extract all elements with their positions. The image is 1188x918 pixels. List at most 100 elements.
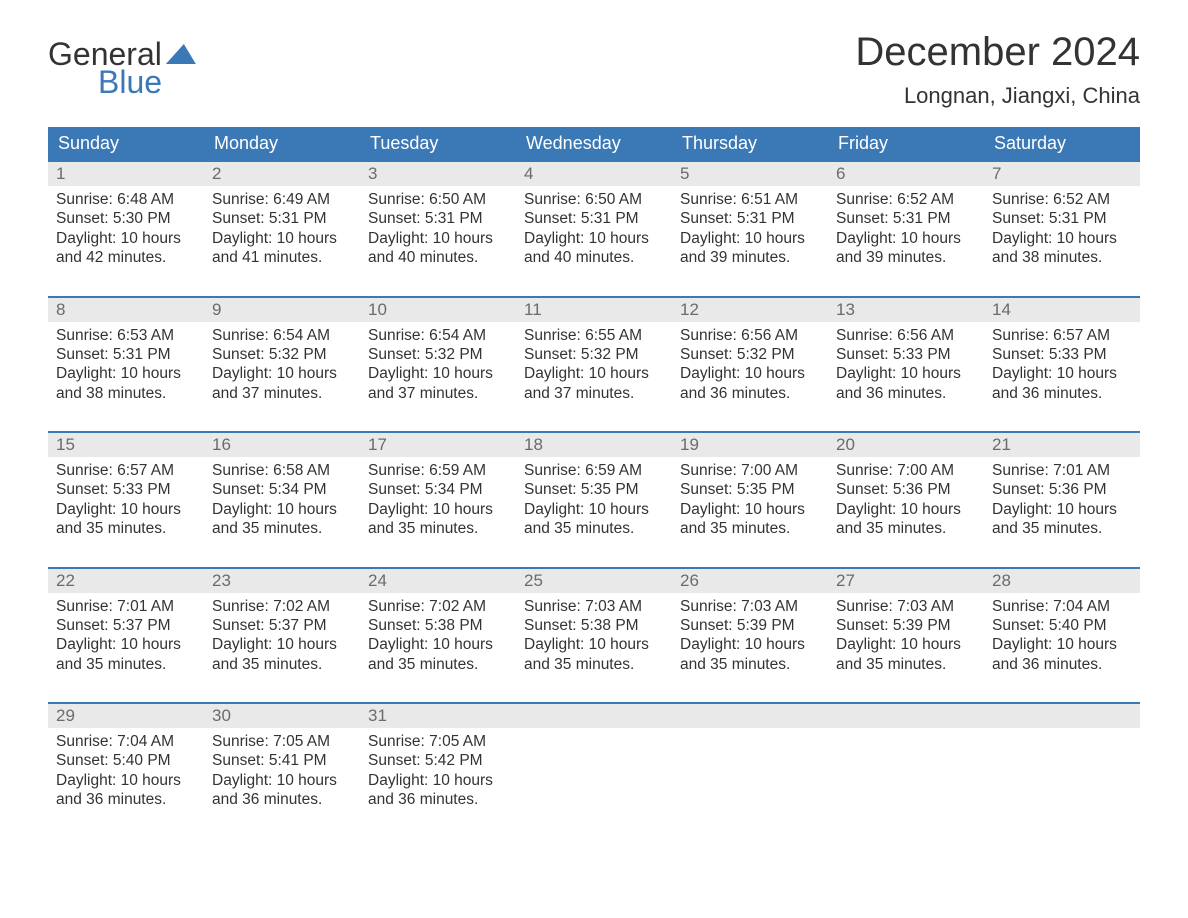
day-cell: 28Sunrise: 7:04 AMSunset: 5:40 PMDayligh… (984, 569, 1140, 681)
day-number (828, 704, 984, 728)
day-sunset: Sunset: 5:32 PM (368, 345, 508, 364)
week-row: 8Sunrise: 6:53 AMSunset: 5:31 PMDaylight… (48, 296, 1140, 410)
day-number: 7 (984, 162, 1140, 186)
flag-icon (166, 44, 196, 64)
day-number: 15 (48, 433, 204, 457)
day-sunset: Sunset: 5:42 PM (368, 751, 508, 770)
day-day2: and 36 minutes. (212, 790, 352, 809)
day-cell: 4Sunrise: 6:50 AMSunset: 5:31 PMDaylight… (516, 162, 672, 274)
day-sunrise: Sunrise: 7:03 AM (836, 597, 976, 616)
location-label: Longnan, Jiangxi, China (855, 83, 1140, 109)
day-sunset: Sunset: 5:31 PM (992, 209, 1132, 228)
day-body: Sunrise: 6:51 AMSunset: 5:31 PMDaylight:… (672, 186, 828, 274)
day-sunrise: Sunrise: 7:00 AM (680, 461, 820, 480)
day-day1: Daylight: 10 hours (992, 364, 1132, 383)
day-body: Sunrise: 6:59 AMSunset: 5:34 PMDaylight:… (360, 457, 516, 545)
day-number: 18 (516, 433, 672, 457)
day-cell: 11Sunrise: 6:55 AMSunset: 5:32 PMDayligh… (516, 298, 672, 410)
day-body: Sunrise: 6:48 AMSunset: 5:30 PMDaylight:… (48, 186, 204, 274)
day-sunset: Sunset: 5:31 PM (56, 345, 196, 364)
day-day2: and 37 minutes. (368, 384, 508, 403)
day-number: 22 (48, 569, 204, 593)
day-sunrise: Sunrise: 7:04 AM (992, 597, 1132, 616)
day-day1: Daylight: 10 hours (56, 635, 196, 654)
day-cell: 14Sunrise: 6:57 AMSunset: 5:33 PMDayligh… (984, 298, 1140, 410)
day-sunset: Sunset: 5:37 PM (56, 616, 196, 635)
day-day2: and 36 minutes. (836, 384, 976, 403)
day-sunset: Sunset: 5:34 PM (212, 480, 352, 499)
day-cell: 30Sunrise: 7:05 AMSunset: 5:41 PMDayligh… (204, 704, 360, 816)
day-day1: Daylight: 10 hours (836, 500, 976, 519)
day-number: 28 (984, 569, 1140, 593)
day-day2: and 36 minutes. (56, 790, 196, 809)
day-sunrise: Sunrise: 7:04 AM (56, 732, 196, 751)
day-number: 17 (360, 433, 516, 457)
day-day1: Daylight: 10 hours (212, 500, 352, 519)
day-number: 9 (204, 298, 360, 322)
day-number: 8 (48, 298, 204, 322)
day-cell: 5Sunrise: 6:51 AMSunset: 5:31 PMDaylight… (672, 162, 828, 274)
day-day2: and 40 minutes. (524, 248, 664, 267)
day-sunset: Sunset: 5:31 PM (524, 209, 664, 228)
day-sunset: Sunset: 5:32 PM (680, 345, 820, 364)
day-sunset: Sunset: 5:30 PM (56, 209, 196, 228)
day-day2: and 36 minutes. (992, 655, 1132, 674)
day-day1: Daylight: 10 hours (680, 500, 820, 519)
day-number: 29 (48, 704, 204, 728)
day-number: 25 (516, 569, 672, 593)
day-body: Sunrise: 7:03 AMSunset: 5:39 PMDaylight:… (828, 593, 984, 681)
day-day1: Daylight: 10 hours (524, 500, 664, 519)
week-row: 15Sunrise: 6:57 AMSunset: 5:33 PMDayligh… (48, 431, 1140, 545)
day-cell (516, 704, 672, 816)
day-cell: 20Sunrise: 7:00 AMSunset: 5:36 PMDayligh… (828, 433, 984, 545)
day-cell: 16Sunrise: 6:58 AMSunset: 5:34 PMDayligh… (204, 433, 360, 545)
day-cell: 27Sunrise: 7:03 AMSunset: 5:39 PMDayligh… (828, 569, 984, 681)
day-number: 23 (204, 569, 360, 593)
day-number (984, 704, 1140, 728)
day-number: 27 (828, 569, 984, 593)
day-day2: and 37 minutes. (524, 384, 664, 403)
page-title: December 2024 (855, 30, 1140, 75)
brand-logo: General Blue (48, 30, 196, 98)
day-number: 3 (360, 162, 516, 186)
day-cell: 21Sunrise: 7:01 AMSunset: 5:36 PMDayligh… (984, 433, 1140, 545)
day-sunrise: Sunrise: 6:52 AM (836, 190, 976, 209)
day-day1: Daylight: 10 hours (836, 635, 976, 654)
day-sunrise: Sunrise: 6:54 AM (212, 326, 352, 345)
day-sunrise: Sunrise: 7:05 AM (212, 732, 352, 751)
day-day1: Daylight: 10 hours (836, 229, 976, 248)
day-day2: and 42 minutes. (56, 248, 196, 267)
day-sunrise: Sunrise: 7:02 AM (368, 597, 508, 616)
week-row: 29Sunrise: 7:04 AMSunset: 5:40 PMDayligh… (48, 702, 1140, 816)
day-sunrise: Sunrise: 6:57 AM (992, 326, 1132, 345)
day-sunrise: Sunrise: 7:03 AM (524, 597, 664, 616)
day-sunset: Sunset: 5:33 PM (56, 480, 196, 499)
day-day2: and 35 minutes. (212, 655, 352, 674)
day-sunset: Sunset: 5:39 PM (836, 616, 976, 635)
day-body: Sunrise: 6:53 AMSunset: 5:31 PMDaylight:… (48, 322, 204, 410)
day-sunrise: Sunrise: 6:55 AM (524, 326, 664, 345)
day-sunrise: Sunrise: 6:56 AM (680, 326, 820, 345)
day-day1: Daylight: 10 hours (524, 635, 664, 654)
day-sunrise: Sunrise: 6:53 AM (56, 326, 196, 345)
day-day1: Daylight: 10 hours (56, 229, 196, 248)
day-cell: 17Sunrise: 6:59 AMSunset: 5:34 PMDayligh… (360, 433, 516, 545)
day-day1: Daylight: 10 hours (836, 364, 976, 383)
day-cell: 8Sunrise: 6:53 AMSunset: 5:31 PMDaylight… (48, 298, 204, 410)
day-day2: and 35 minutes. (56, 655, 196, 674)
day-day2: and 38 minutes. (56, 384, 196, 403)
day-body: Sunrise: 6:59 AMSunset: 5:35 PMDaylight:… (516, 457, 672, 545)
day-day1: Daylight: 10 hours (524, 364, 664, 383)
day-sunset: Sunset: 5:32 PM (524, 345, 664, 364)
day-day2: and 36 minutes. (992, 384, 1132, 403)
day-body: Sunrise: 7:02 AMSunset: 5:38 PMDaylight:… (360, 593, 516, 681)
day-header-row: SundayMondayTuesdayWednesdayThursdayFrid… (48, 127, 1140, 160)
day-sunset: Sunset: 5:34 PM (368, 480, 508, 499)
day-day2: and 35 minutes. (524, 519, 664, 538)
day-sunset: Sunset: 5:31 PM (212, 209, 352, 228)
day-day2: and 35 minutes. (368, 519, 508, 538)
day-day2: and 35 minutes. (524, 655, 664, 674)
day-cell: 1Sunrise: 6:48 AMSunset: 5:30 PMDaylight… (48, 162, 204, 274)
day-number: 12 (672, 298, 828, 322)
day-body: Sunrise: 6:58 AMSunset: 5:34 PMDaylight:… (204, 457, 360, 545)
